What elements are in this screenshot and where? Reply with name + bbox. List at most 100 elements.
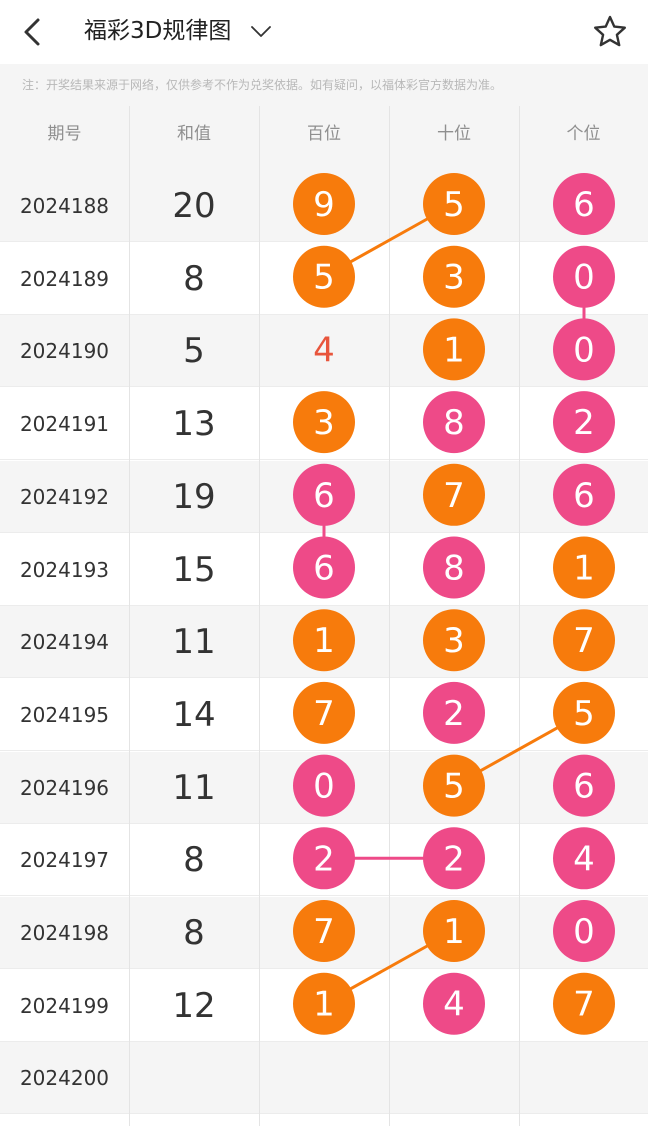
sum-cell: 5 [183,331,205,372]
units-digit: 1 [573,549,595,589]
tens-digit: 2 [443,839,465,879]
units-digit: 6 [573,476,595,516]
hundreds-digit: 3 [313,403,335,443]
table-row: 2024193 15 [0,534,648,606]
hundreds-digit: 6 [313,549,335,589]
hundreds-digit: 7 [313,694,335,734]
period-cell: 2024188 [19,194,110,218]
table-row: 2024200 [0,1042,648,1115]
units-digit: 0 [573,258,595,298]
hundreds-digit: 4 [313,330,335,370]
number-ball [423,609,485,672]
tens-digit: 5 [443,767,465,807]
table-row: 2024199 12 [0,970,648,1042]
number-ball [423,463,485,526]
sum-cell: 8 [183,840,205,881]
sum-cell: 20 [172,186,216,226]
chevron-left-icon [24,18,40,46]
hundreds-digit: 1 [313,621,335,661]
hundreds-digit: 0 [313,767,335,807]
number-ball [423,318,485,381]
sum-cell: 8 [183,913,205,953]
number-ball [423,391,485,454]
tens-digit: 4 [443,985,465,1025]
units-digit: 0 [573,912,595,952]
number-ball [293,463,355,526]
table-header-divider [0,162,648,170]
hundreds-digit: 1 [313,985,335,1025]
number-ball [553,463,615,526]
tens-digit: 1 [443,330,465,370]
tens-digit: 8 [443,403,465,443]
trend-chart: 9 5 65 3 04 1 03 8 26 7 66 8 11 3 77 2 50 5 62 2 47 1 01 4 7 [293,173,615,1035]
number-ball [553,173,615,235]
sum-cell: 8 [183,258,205,299]
tens-digit: 7 [443,476,465,516]
hundreds-digit: 6 [313,476,335,516]
period-cell: 2024194 [19,630,110,655]
column-header-hundreds: 百位 [307,124,341,144]
number-ball [293,972,355,1035]
number-ball [423,681,485,744]
number-ball [293,754,355,817]
units-digit: 7 [573,621,595,661]
sum-cell: 14 [172,694,216,735]
units-digit: 6 [573,185,595,225]
number-ball [423,827,485,890]
period-cell: 2024191 [19,412,110,437]
period-cell: 2024197 [19,848,110,873]
table-row: 2024190 5 [0,315,648,388]
units-digit: 5 [573,694,595,734]
number-ball [293,536,355,599]
number-ball [553,609,615,672]
tens-digit: 1 [443,912,465,952]
column-divider [519,106,520,1126]
units-digit: 0 [573,330,595,370]
number-ball [293,827,355,890]
tens-digit: 2 [443,694,465,734]
column-divider [389,106,390,1126]
number-ball [553,900,615,962]
number-ball [423,245,485,308]
sum-cell: 11 [172,622,216,663]
star-outline-icon[interactable] [592,14,628,50]
sum-cell: 15 [172,549,216,590]
period-cell: 2024200 [19,1066,110,1091]
number-ball [553,754,615,817]
tens-digit: 3 [443,621,465,661]
period-cell: 2024190 [19,339,110,364]
hundreds-digit: 9 [313,185,335,225]
column-header-sum: 和值 [177,124,211,144]
tens-digit: 5 [443,185,465,225]
tens-digit: 8 [443,549,465,589]
number-ball [293,245,355,308]
app-header: 福彩3D规律图 [0,0,648,64]
page-title[interactable]: 福彩3D规律图 [84,18,232,44]
back-button[interactable] [14,14,50,50]
number-ball [553,391,615,454]
table-row: 2024197 8 [0,824,648,897]
column-divider [259,106,260,1126]
number-ball [293,391,355,454]
period-cell: 2024198 [19,921,110,945]
period-cell: 2024199 [19,993,110,1018]
period-cell: 2024189 [19,266,110,291]
period-cell: 2024195 [19,702,110,727]
hundreds-digit: 2 [313,839,335,879]
number-ball [553,972,615,1035]
number-ball [553,318,615,381]
table-row: 2024195 14 [0,679,648,751]
table-row: 2024191 13 [0,388,648,461]
number-ball [293,681,355,744]
column-divider [129,106,130,1126]
chevron-down-icon[interactable] [250,20,272,42]
number-ball [423,536,485,599]
number-ball [423,972,485,1035]
number-ball [553,827,615,890]
units-digit: 7 [573,985,595,1025]
units-digit: 2 [573,403,595,443]
number-ball [423,900,485,962]
sum-cell: 19 [172,476,216,517]
number-ball [293,900,355,962]
sum-cell: 13 [172,404,216,445]
